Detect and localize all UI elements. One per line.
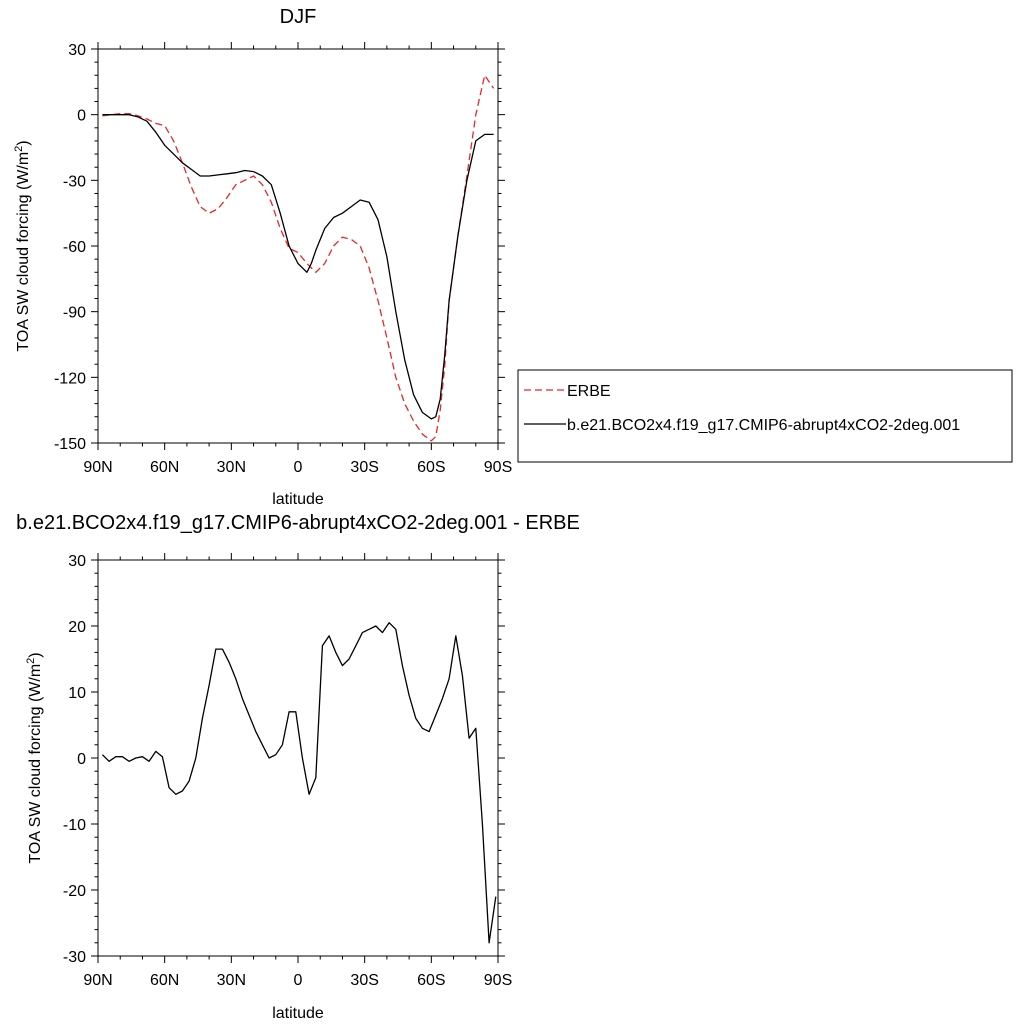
top-xtick-label: 60N [150,459,179,476]
top-xtick-label: 90N [83,459,112,476]
top-plot-frame [97,48,499,444]
bottom-series-line-difference [101,622,497,944]
top-y-axis-label-sup: 2 [13,146,25,152]
top-y-axis-label-main: TOA SW cloud forcing (W/m [15,152,32,352]
top-series-line-model [102,114,494,420]
bottom-ytick-label: -20 [63,883,86,900]
bottom-xtick-label: 0 [294,972,303,989]
legend-label-erbe: ERBE [567,383,611,400]
top-panel: DJF -150 -120 -90 -60 -30 0 30 90N 60N 30N 0 30S 60… [13,6,512,508]
bottom-ytick-label: 0 [77,751,86,768]
bottom-y-axis-label: TOA SW cloud forcing (W/m2) [25,652,44,863]
top-xtick-label: 30N [217,459,246,476]
top-ytick-label: -30 [63,173,86,190]
top-series-line-erbe [102,74,495,442]
top-series-group [102,74,495,442]
bottom-y-axis-label-sup: 2 [25,658,37,664]
bottom-y-axis-label-close: ) [27,652,44,657]
bottom-series-group [101,622,497,944]
top-xtick-label: 30S [350,459,378,476]
bottom-xtick-label: 60N [150,972,179,989]
legend: ERBE b.e21.BCO2x4.f19_g17.CMIP6-abrupt4x… [517,369,1013,463]
bottom-panel: b.e21.BCO2x4.f19_g17.CMIP6-abrupt4xCO2-2… [16,512,580,1022]
legend-box [517,369,1013,463]
top-y-axis-label-close: ) [15,140,32,145]
top-chart-title: DJF [280,6,317,28]
top-ytick-label: -120 [54,370,86,387]
bottom-y-axis: -30 -20 -10 0 10 20 30 [63,553,505,966]
bottom-plot-frame [97,559,499,957]
bottom-x-axis: 90N 60N 30N 0 30S 60S 90S [83,553,512,989]
bottom-ytick-label: 10 [68,685,86,702]
bottom-xtick-label: 30S [350,972,378,989]
legend-label-model: b.e21.BCO2x4.f19_g17.CMIP6-abrupt4xCO2-2… [567,417,960,434]
top-y-axis-label: TOA SW cloud forcing (W/m2) [13,140,32,351]
top-ytick-label: -90 [63,305,86,322]
bottom-y-axis-label-main: TOA SW cloud forcing (W/m [27,664,44,864]
bottom-chart-title: b.e21.BCO2x4.f19_g17.CMIP6-abrupt4xCO2-2… [16,512,580,534]
bottom-xtick-label: 90N [83,972,112,989]
top-x-axis: 90N 60N 30N 0 30S 60S 90S [83,42,512,476]
top-x-axis-label: latitude [272,491,324,508]
bottom-ytick-label: 20 [68,619,86,636]
top-xtick-label: 0 [294,459,303,476]
bottom-xtick-label: 60S [417,972,445,989]
bottom-ytick-label: -30 [63,949,86,966]
bottom-ytick-label: -10 [63,817,86,834]
top-xtick-label: 90S [484,459,512,476]
bottom-ytick-label: 30 [68,553,86,570]
top-ytick-label: 0 [77,108,86,125]
bottom-x-axis-label: latitude [272,1005,324,1022]
top-ytick-label: 30 [68,42,86,59]
top-xtick-label: 60S [417,459,445,476]
top-ytick-label: -150 [54,436,86,453]
top-ytick-label: -60 [63,239,86,256]
top-y-axis: -150 -120 -90 -60 -30 0 30 [54,42,505,453]
bottom-xtick-label: 90S [484,972,512,989]
bottom-xtick-label: 30N [217,972,246,989]
